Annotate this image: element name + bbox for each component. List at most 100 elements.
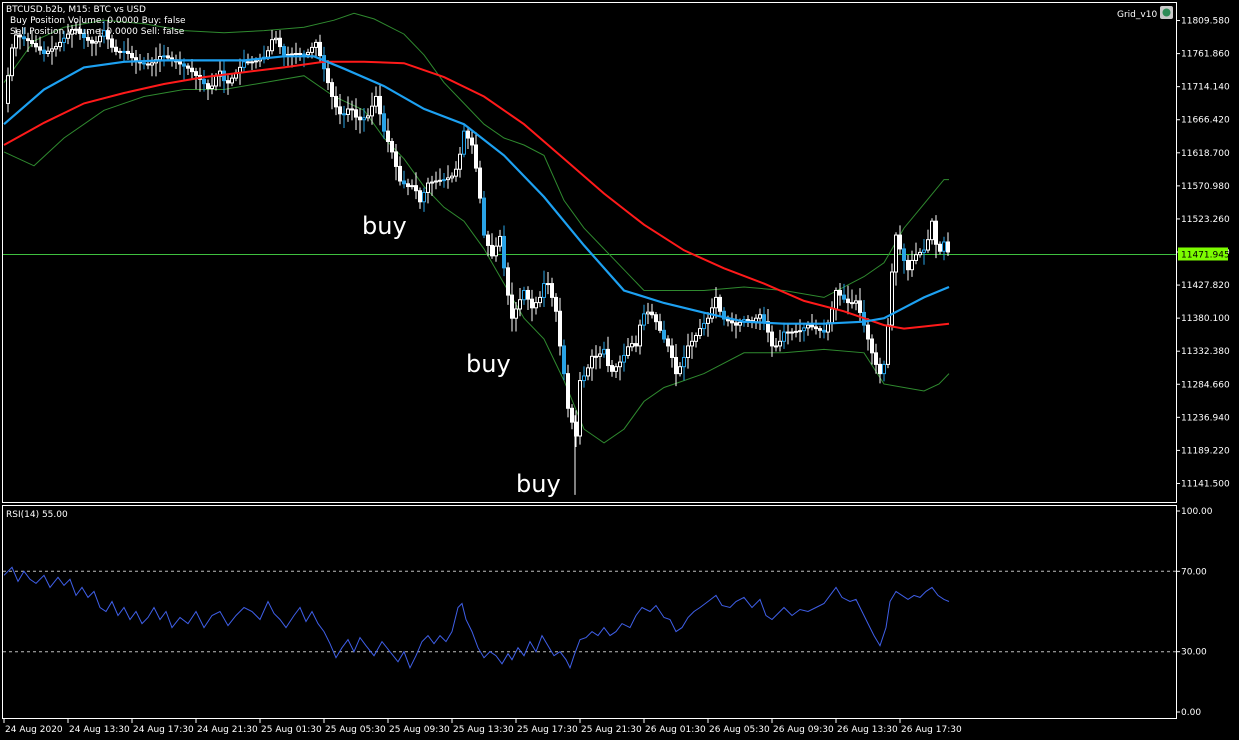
- current-price-badge: [1178, 247, 1228, 261]
- candle-body: [558, 310, 562, 347]
- candle-body: [474, 144, 478, 169]
- candle-body: [438, 179, 442, 182]
- rsi-pane-frame: [2, 505, 1177, 719]
- candle-body: [710, 307, 714, 319]
- candle-body: [906, 259, 910, 271]
- price-tick-label: 11236.940: [1181, 413, 1230, 423]
- candle-body: [630, 343, 634, 348]
- time-tick-label: 25 Aug 17:30: [517, 725, 578, 735]
- price-tick-label: 11714.140: [1181, 83, 1230, 93]
- price-axis: 11809.580 11761.860 11714.140 11666.420 1161…: [1176, 17, 1230, 489]
- candle-body: [206, 83, 210, 89]
- rsi-tick-label: 70.00: [1181, 567, 1207, 577]
- price-tick-label: 11570.980: [1181, 182, 1230, 192]
- candle-body: [246, 61, 250, 64]
- candle-body: [494, 245, 498, 257]
- time-tick-label: 26 Aug 09:30: [773, 725, 834, 735]
- candle-body: [242, 61, 246, 68]
- candle-body: [910, 259, 914, 271]
- candle-body: [686, 345, 690, 358]
- candle-body: [478, 167, 482, 199]
- candle-body: [70, 28, 74, 35]
- candle-body: [598, 353, 602, 357]
- candle-body: [858, 300, 862, 313]
- candle-body: [382, 113, 386, 132]
- price-tick-label: 11618.700: [1181, 149, 1230, 159]
- candle-body: [130, 53, 134, 59]
- candle-body: [842, 294, 846, 300]
- candle-body: [446, 177, 450, 181]
- candle-body: [310, 46, 314, 53]
- candle-body: [522, 289, 526, 301]
- candle-body: [150, 62, 154, 66]
- candle-body: [222, 70, 226, 82]
- candle-body: [894, 234, 898, 273]
- candle-body: [674, 356, 678, 375]
- price-series: [3, 12, 950, 495]
- candle-body: [618, 361, 622, 368]
- candle-body: [510, 294, 514, 319]
- candle-body: [914, 254, 918, 261]
- candle-body: [774, 345, 778, 348]
- candle-body: [782, 331, 786, 342]
- candle-body: [606, 348, 610, 367]
- candle-body: [370, 105, 374, 117]
- candle-body: [926, 239, 930, 251]
- candle-body: [638, 324, 642, 347]
- candle-body: [486, 234, 490, 246]
- candle-body: [694, 335, 698, 342]
- candle-body: [26, 38, 30, 42]
- candle-body: [874, 352, 878, 365]
- candle-body: [402, 180, 406, 185]
- candle-body: [338, 106, 342, 115]
- time-tick-label: 24 Aug 2020: [5, 725, 63, 735]
- candle-body: [306, 51, 310, 56]
- candle-body: [654, 314, 658, 323]
- candle-body: [62, 37, 66, 43]
- candle-body: [922, 249, 926, 253]
- candle-body: [54, 46, 58, 50]
- candle-body: [854, 300, 858, 304]
- candle-body: [722, 310, 726, 320]
- candle-body: [14, 34, 18, 49]
- candle-body: [602, 348, 606, 355]
- candle-body: [666, 338, 670, 347]
- candle-body: [890, 271, 894, 326]
- candle-body: [334, 95, 338, 108]
- candle-body: [458, 153, 462, 170]
- candle-body: [226, 80, 230, 84]
- candle-body: [378, 95, 382, 115]
- candle-body: [318, 41, 322, 57]
- candle-body: [426, 182, 430, 193]
- rsi-line: [3, 566, 950, 670]
- candle-body: [454, 168, 458, 177]
- candle-body: [210, 85, 214, 89]
- candle-body: [74, 28, 78, 31]
- candle-body: [330, 82, 334, 97]
- candle-body: [10, 47, 14, 77]
- candle-body: [834, 289, 838, 310]
- candle-body: [930, 220, 934, 241]
- candle-body: [422, 191, 426, 203]
- bollinger-upper-band: [3, 12, 949, 298]
- candle-body: [670, 345, 674, 358]
- candle-body: [466, 130, 470, 139]
- candle-body: [578, 380, 582, 437]
- candle-body: [502, 235, 506, 269]
- candle-body: [758, 314, 762, 319]
- time-tick-label: 26 Aug 05:30: [709, 725, 770, 735]
- price-tick-label: 11809.580: [1181, 17, 1230, 27]
- time-axis: 24 Aug 2020 24 Aug 13:30 24 Aug 17:30 24 Au…: [3, 719, 962, 735]
- candle-body: [870, 338, 874, 354]
- candle-body: [278, 37, 282, 48]
- moving-average-slow: [3, 60, 950, 330]
- rsi-tick-label: 100.00: [1181, 507, 1213, 517]
- time-tick-label: 24 Aug 13:30: [69, 725, 130, 735]
- expert-advisor-icon[interactable]: [1160, 6, 1173, 19]
- candle-body: [498, 235, 502, 247]
- candle-body: [662, 329, 666, 340]
- candle-body: [106, 30, 110, 40]
- candle-body: [66, 33, 70, 39]
- candle-body: [462, 130, 466, 155]
